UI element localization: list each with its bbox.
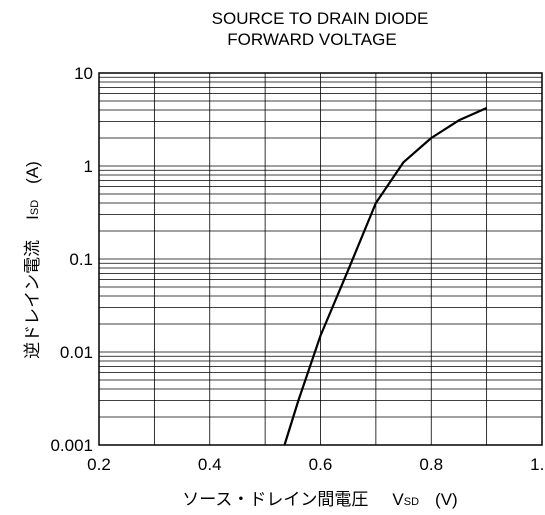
y-label-text: 逆ドレイン電流 bbox=[23, 240, 42, 359]
plot-frame bbox=[98, 72, 543, 446]
y-tick-label: 0.001 bbox=[50, 436, 93, 455]
y-axis-label: 逆ドレイン電流 ISD (A) bbox=[23, 161, 42, 359]
x-tick-label: 0.4 bbox=[198, 455, 222, 474]
y-label-symbol: I bbox=[23, 215, 42, 220]
x-tick-label: 0.2 bbox=[87, 455, 111, 474]
data-line bbox=[283, 107, 488, 446]
y-label-subscript: SD bbox=[29, 200, 41, 215]
x-tick-label: 0.8 bbox=[419, 455, 443, 474]
y-tick-label: 10 bbox=[74, 64, 93, 83]
x-tick-label: 1.0 bbox=[530, 455, 545, 474]
y-tick-label: 1 bbox=[84, 157, 93, 176]
chart-title: SOURCE TO DRAIN DIODE bbox=[212, 9, 429, 28]
x-label-symbol: V bbox=[392, 490, 404, 509]
chart-title: FORWARD VOLTAGE bbox=[227, 30, 396, 49]
y-tick-label: 0.01 bbox=[60, 343, 93, 362]
x-label-subscript: SD bbox=[404, 496, 419, 508]
y-tick-label: 0.1 bbox=[69, 250, 93, 269]
y-label-unit: (A) bbox=[23, 161, 42, 184]
x-label-unit: (V) bbox=[435, 490, 458, 509]
x-tick-label: 0.6 bbox=[309, 455, 333, 474]
x-label-text: ソース・ドレイン間電圧 bbox=[182, 490, 368, 509]
x-axis-label: ソース・ドレイン間電圧 VSD (V) bbox=[182, 490, 457, 509]
